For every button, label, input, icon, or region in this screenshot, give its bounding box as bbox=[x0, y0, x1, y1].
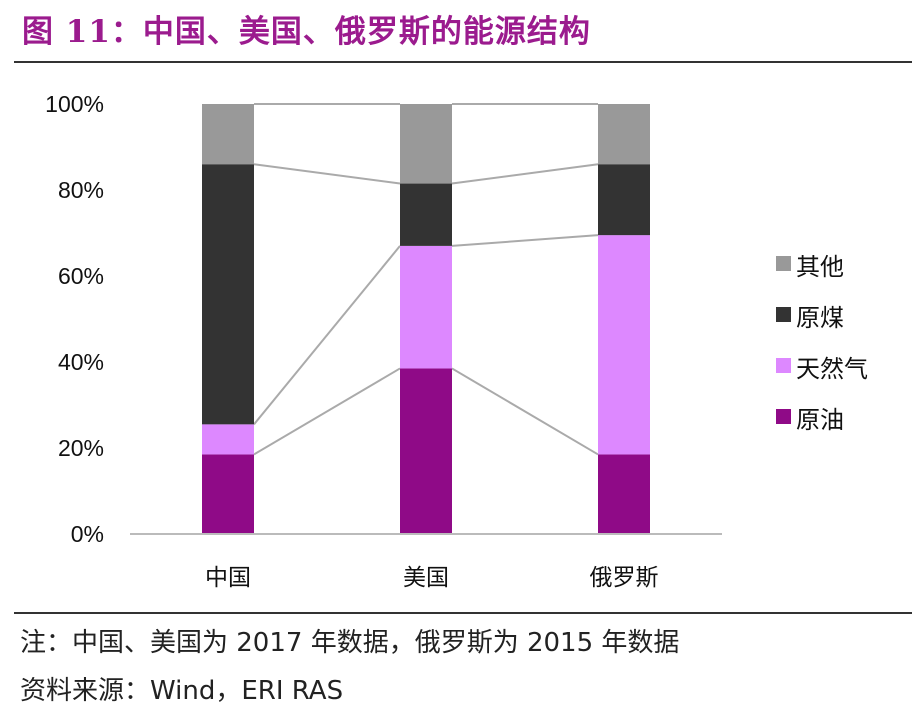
bar-segment bbox=[400, 245, 452, 369]
x-category-label: 中国 bbox=[205, 565, 251, 591]
x-axis-labels: 中国 美国 俄罗斯 bbox=[205, 565, 659, 591]
bar-segment bbox=[400, 104, 452, 184]
bar-segment bbox=[202, 424, 254, 455]
legend-swatch bbox=[776, 358, 791, 373]
legend-item: 原油 bbox=[776, 406, 844, 434]
legend-swatch bbox=[776, 307, 791, 322]
footnote: 注：中国、美国为 2017 年数据，俄罗斯为 2015 年数据 bbox=[20, 628, 680, 658]
y-tick-label: 20% bbox=[58, 435, 104, 461]
series-line bbox=[451, 367, 599, 456]
bar-segment bbox=[400, 368, 452, 534]
y-tick-label: 60% bbox=[58, 263, 104, 289]
bar-segment bbox=[598, 454, 650, 534]
series-line bbox=[253, 367, 401, 456]
series-line bbox=[451, 234, 599, 247]
bars bbox=[202, 104, 650, 534]
y-tick-label: 80% bbox=[58, 177, 104, 203]
figure-title: 图 11：中国、美国、俄罗斯的能源结构 bbox=[22, 14, 591, 50]
series-line bbox=[253, 163, 401, 185]
bar-segment bbox=[598, 104, 650, 165]
y-tick-label: 40% bbox=[58, 349, 104, 375]
bar-segment bbox=[202, 454, 254, 534]
legend-item: 天然气 bbox=[776, 355, 868, 383]
bar-segment bbox=[202, 104, 254, 165]
x-category-label: 俄罗斯 bbox=[590, 565, 659, 591]
top-rule bbox=[14, 61, 912, 63]
y-tick-label: 100% bbox=[45, 91, 104, 117]
x-category-label: 美国 bbox=[403, 565, 449, 591]
legend-swatch bbox=[776, 409, 791, 424]
legend-swatch bbox=[776, 256, 791, 271]
bottom-rule bbox=[14, 612, 912, 614]
series-line bbox=[451, 163, 599, 185]
bar-segment bbox=[400, 183, 452, 246]
bar-segment bbox=[598, 235, 650, 455]
legend-item: 其他 bbox=[776, 253, 844, 281]
series-line bbox=[253, 245, 401, 425]
series-connectors bbox=[253, 103, 599, 456]
legend-label: 天然气 bbox=[796, 355, 868, 383]
source-note: 资料来源：Wind，ERI RAS bbox=[20, 676, 344, 706]
bar-segment bbox=[202, 164, 254, 425]
legend-label: 原油 bbox=[796, 406, 844, 434]
legend-item: 原煤 bbox=[776, 304, 844, 332]
y-tick-label: 0% bbox=[71, 521, 104, 547]
y-axis-ticks: 0% 20% 40% 60% 80% 100% bbox=[45, 91, 104, 547]
legend-label: 其他 bbox=[796, 253, 844, 281]
legend-label: 原煤 bbox=[796, 304, 844, 332]
bar-segment bbox=[598, 164, 650, 236]
